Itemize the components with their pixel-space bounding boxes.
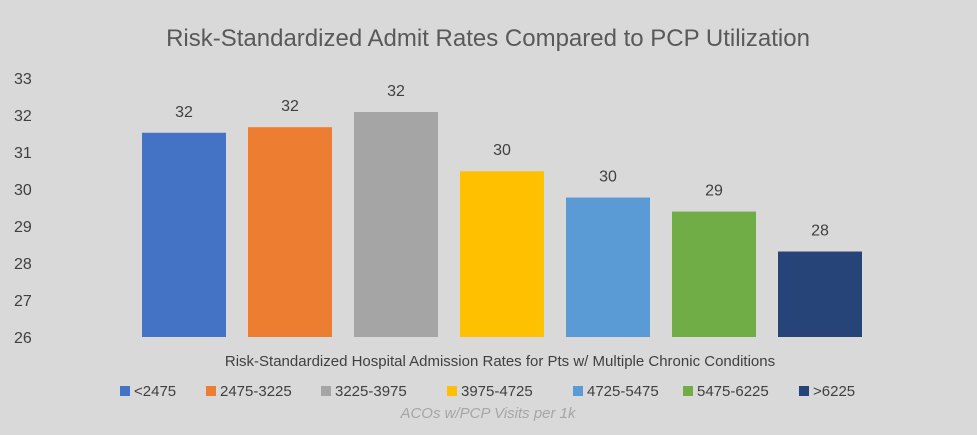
data-label-1: 32 [175,104,193,121]
legend-label-7: >6225 [813,383,855,400]
bar-3 [354,112,438,337]
bar-1 [142,132,226,337]
data-label-7: 28 [811,223,829,240]
legend-swatch-6 [683,386,693,396]
y-tick-label: 29 [14,219,32,236]
y-tick-label: 33 [14,71,32,88]
y-tick-label: 28 [14,256,32,273]
chart-title: Risk-Standardized Admit Rates Compared t… [166,25,810,52]
legend-swatch-2 [206,386,216,396]
legend-label-2: 2475-3225 [220,383,292,400]
legend-title: ACOs w/PCP Visits per 1k [399,405,577,422]
legend-label-5: 4725-5475 [587,383,659,400]
y-tick-label: 26 [14,330,32,347]
bar-6 [672,211,756,337]
x-axis-label: Risk-Standardized Hospital Admission Rat… [225,353,775,370]
data-labels-group: 32 32 32 30 30 29 28 [175,83,829,239]
y-tick-label: 27 [14,293,32,310]
y-tick-label: 32 [14,108,32,125]
legend-label-3: 3225-3975 [335,383,407,400]
legend-swatch-1 [120,386,130,396]
bar-5 [566,197,650,337]
y-tick-label: 31 [14,145,32,162]
legend-label-1: <2475 [134,383,176,400]
data-label-3: 32 [387,83,405,100]
legend: <2475 2475-3225 3225-3975 3975-4725 4725-547… [120,383,855,400]
bars-group [142,112,862,338]
bar-2 [248,127,332,338]
bar-7 [778,251,862,337]
legend-swatch-5 [573,386,583,396]
legend-swatch-7 [799,386,809,396]
data-label-5: 30 [599,169,617,186]
data-label-6: 29 [705,183,723,200]
y-axis: 33 32 31 30 29 28 27 26 [14,71,32,347]
legend-label-6: 5475-6225 [697,383,769,400]
legend-swatch-3 [321,386,331,396]
data-label-2: 32 [281,98,299,115]
legend-swatch-4 [447,386,457,396]
bar-4 [460,171,544,337]
y-tick-label: 30 [14,182,32,199]
data-label-4: 30 [493,142,511,159]
legend-label-4: 3975-4725 [461,383,533,400]
